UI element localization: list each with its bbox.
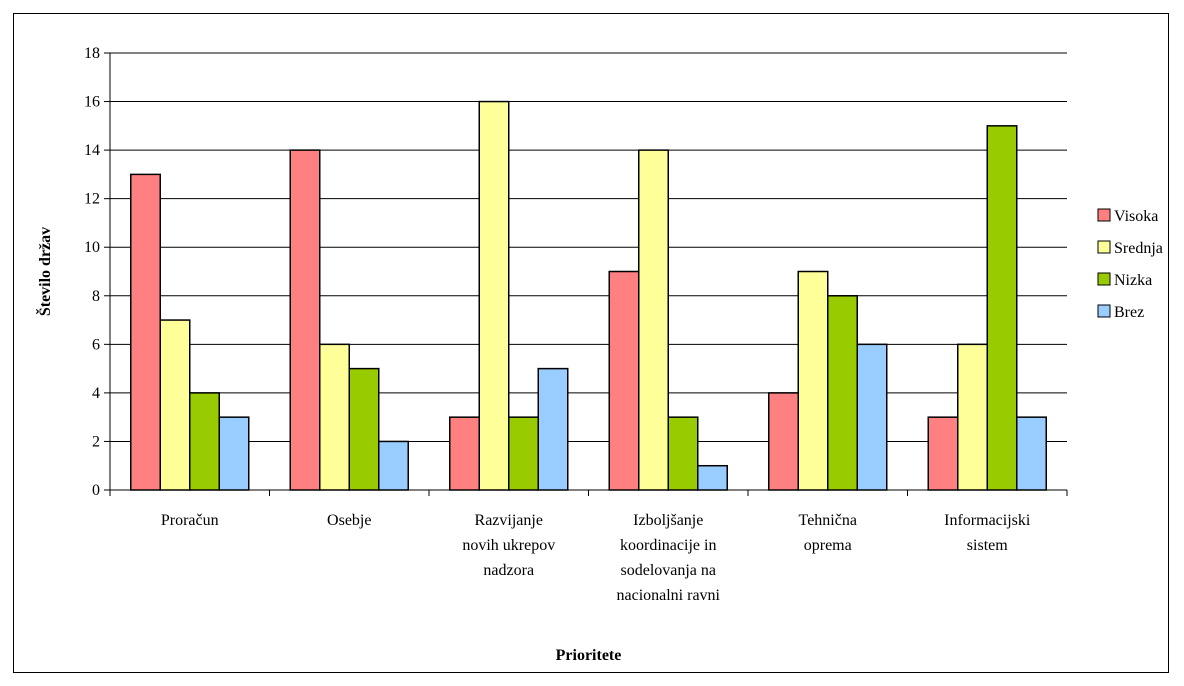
bar-srednja-1 — [319, 343, 350, 491]
bar-srednja-0 — [159, 319, 191, 491]
bars — [130, 100, 1047, 491]
bar-srednja-2 — [478, 100, 510, 491]
bar-srednja-4 — [797, 270, 829, 491]
x-category-label: Osebje — [327, 512, 371, 529]
y-tick-label: 0 — [92, 482, 100, 499]
y-tick-label: 4 — [92, 385, 100, 402]
bar-visoka-5 — [927, 416, 959, 491]
bar-visoka-1 — [289, 149, 321, 491]
x-axis-title: Prioritete — [556, 647, 622, 664]
y-tick-label: 12 — [84, 191, 100, 208]
legend-label-nizka: Nizka — [1114, 272, 1152, 289]
bar-srednja-3 — [638, 149, 669, 491]
x-category-label: Informacijski sistem — [944, 512, 1031, 554]
bar-nizka-2 — [508, 416, 539, 491]
bar-visoka-0 — [130, 173, 161, 491]
x-category-label: Proračun — [161, 512, 219, 529]
bar-brez-4 — [856, 343, 888, 491]
legend-swatch-visoka — [1097, 208, 1111, 222]
y-tick-label: 8 — [92, 288, 100, 305]
legend-swatch-nizka — [1097, 272, 1111, 286]
y-tick-label: 10 — [84, 239, 100, 256]
bar-brez-5 — [1016, 416, 1047, 491]
bar-nizka-5 — [986, 125, 1018, 491]
bar-nizka-3 — [667, 416, 699, 491]
x-category-labels: Proračun Osebje Razvijanje novih ukrepov nad… — [161, 512, 1031, 604]
bar-brez-2 — [537, 367, 569, 491]
y-tick-label: 18 — [84, 45, 100, 62]
bar-visoka-2 — [449, 416, 480, 491]
legend-swatch-brez — [1097, 304, 1111, 318]
bar-brez-3 — [697, 464, 728, 491]
bar-visoka-4 — [768, 392, 799, 491]
bar-srednja-5 — [957, 343, 988, 491]
bar-brez-1 — [378, 440, 409, 491]
legend-label-srednja: Srednja — [1114, 240, 1163, 257]
bar-nizka-4 — [827, 295, 858, 491]
bar-visoka-3 — [608, 270, 640, 491]
x-category-label: Razvijanje novih ukrepov nadzora — [462, 512, 555, 579]
gridlines — [110, 52, 1067, 442]
bar-nizka-1 — [348, 367, 380, 491]
legend-label-visoka: Visoka — [1114, 208, 1158, 225]
axes — [104, 52, 1068, 496]
x-category-label: Izboljšanje koordinacije in sodelovanja na… — [616, 512, 720, 604]
x-category-label: Tehnična oprema — [799, 512, 857, 554]
y-tick-labels: 0 2 4 6 8 10 12 14 16 18 — [84, 45, 100, 499]
y-tick-label: 2 — [92, 433, 100, 450]
bar-brez-0 — [218, 416, 250, 491]
y-tick-label: 16 — [84, 94, 100, 111]
legend: Visoka Srednja Nizka Brez — [1097, 208, 1163, 321]
legend-swatch-srednja — [1097, 240, 1111, 254]
y-tick-label: 6 — [92, 336, 100, 353]
y-axis-title: Število držav — [35, 227, 54, 316]
legend-label-brez: Brez — [1114, 304, 1144, 321]
y-tick-label: 14 — [84, 142, 100, 159]
bar-nizka-0 — [189, 392, 220, 491]
chart-frame — [13, 13, 1169, 673]
